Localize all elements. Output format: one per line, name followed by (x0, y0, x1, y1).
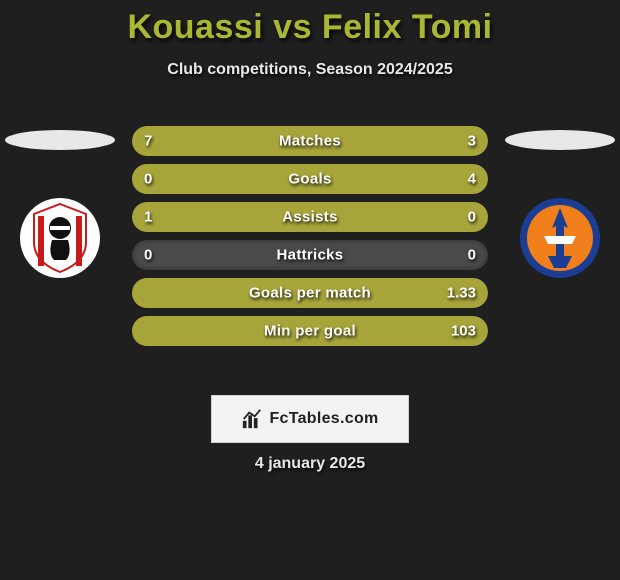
stat-label: Assists (132, 209, 488, 226)
stat-row: Matches7 3 (132, 126, 488, 156)
stat-value-right: 3 (468, 133, 476, 150)
tappara-crest-icon (520, 198, 600, 278)
page-subtitle: Club competitions, Season 2024/2025 (0, 61, 620, 79)
player-right-silhouette (505, 130, 615, 150)
stat-label: Hattricks (132, 247, 488, 264)
stat-value-right: 103 (451, 323, 476, 340)
stat-value-left: 7 (144, 133, 152, 150)
date-label: 4 january 2025 (0, 455, 620, 473)
watermark-badge: FcTables.com (211, 395, 409, 443)
fctables-logo-icon (241, 408, 263, 430)
player-left-column (0, 110, 120, 278)
player-right-crest (520, 198, 600, 278)
player-right-column (500, 110, 620, 278)
stat-value-right: 1.33 (447, 285, 476, 302)
comparison-card: Kouassi vs Felix Tomi Club competitions,… (0, 0, 620, 580)
stat-row: Goals0 4 (132, 164, 488, 194)
main-area: Matches73Goals04Assists10Hattricks00Goal… (0, 110, 620, 362)
stat-label: Matches (132, 133, 488, 150)
stat-row: Hattricks0 0 (132, 240, 488, 270)
stats-bars: Matches73Goals04Assists10Hattricks00Goal… (120, 110, 500, 362)
player-left-crest (20, 198, 100, 278)
stat-row: Goals per match1.33 (132, 278, 488, 308)
stat-row: Assists1 0 (132, 202, 488, 232)
stat-value-right: 0 (468, 247, 476, 264)
stat-value-right: 4 (468, 171, 476, 188)
ac-ajaccio-crest-icon (20, 198, 100, 278)
watermark-text: FcTables.com (269, 410, 378, 428)
page-title: Kouassi vs Felix Tomi (0, 0, 620, 47)
stat-row: Min per goal103 (132, 316, 488, 346)
stat-label: Goals per match (132, 285, 488, 302)
stat-value-left: 0 (144, 171, 152, 188)
stat-value-right: 0 (468, 209, 476, 226)
stat-label: Goals (132, 171, 488, 188)
player-left-silhouette (5, 130, 115, 150)
stat-value-left: 1 (144, 209, 152, 226)
stat-label: Min per goal (132, 323, 488, 340)
stat-value-left: 0 (144, 247, 152, 264)
